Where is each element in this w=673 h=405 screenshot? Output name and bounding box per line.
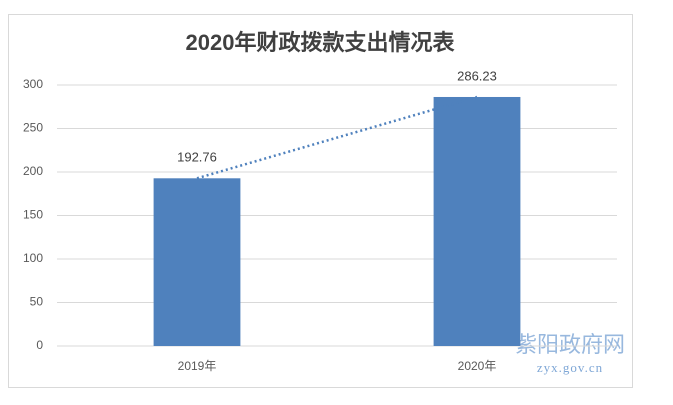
data-label: 286.23 bbox=[457, 68, 497, 83]
y-tick-label: 0 bbox=[36, 338, 43, 352]
watermark-name: 紫阳政府网 bbox=[515, 332, 625, 357]
bar bbox=[433, 96, 521, 347]
y-tick-label: 200 bbox=[23, 164, 43, 178]
x-tick-label: 2019年 bbox=[178, 359, 217, 373]
y-tick-label: 250 bbox=[23, 121, 43, 135]
x-tick-label: 2020年 bbox=[458, 359, 497, 373]
y-tick-label: 150 bbox=[23, 208, 43, 222]
y-tick-label: 300 bbox=[23, 77, 43, 91]
bar bbox=[153, 178, 241, 346]
y-tick-label: 100 bbox=[23, 251, 43, 265]
trendline bbox=[196, 95, 478, 180]
chart-title: 2020年财政拨款支出情况表 bbox=[186, 30, 456, 55]
y-tick-label: 50 bbox=[30, 295, 44, 309]
chart-frame bbox=[8, 14, 633, 388]
watermark-url: zyx.gov.cn bbox=[537, 360, 603, 375]
data-label: 192.76 bbox=[177, 150, 217, 165]
